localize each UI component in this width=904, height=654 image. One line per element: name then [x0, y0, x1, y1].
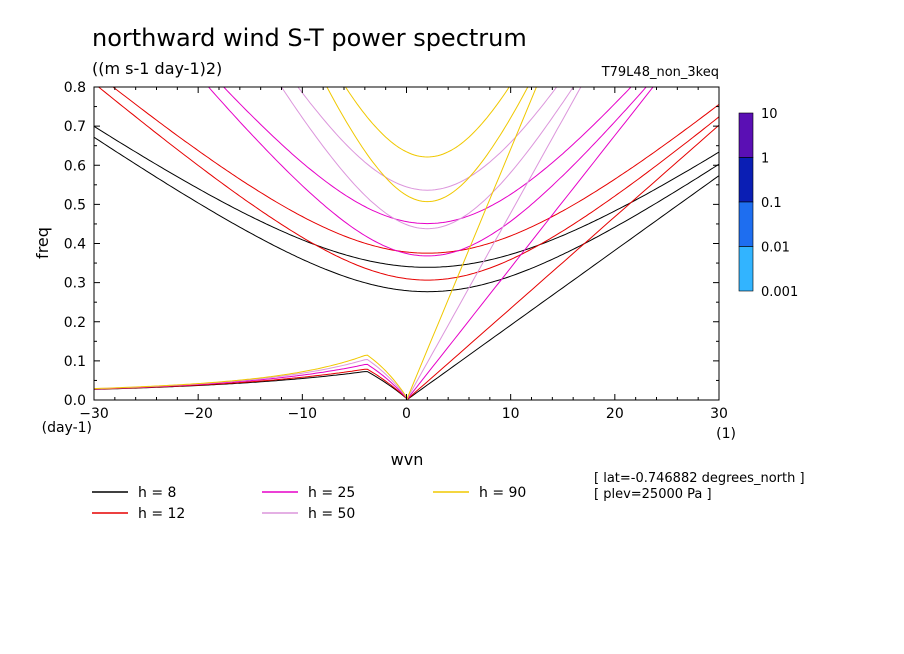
colorbar-swatch — [738, 112, 754, 158]
colorbar-swatch — [738, 246, 754, 292]
dispersion-50-mode-0 — [297, 87, 558, 191]
x-tick-label: 30 — [710, 406, 728, 422]
colorbar-level-label: 0.1 — [761, 196, 782, 211]
chart-units: ((m s-1 day-1)2) — [92, 59, 222, 78]
x-tick-label: 20 — [606, 406, 624, 422]
x-tick-label: −10 — [288, 406, 318, 422]
legend-label-50: h = 50 — [308, 506, 355, 522]
y-tick-label: 0.1 — [64, 354, 86, 370]
y-tick-label: 0.3 — [64, 276, 86, 292]
legend-label-12: h = 12 — [138, 506, 185, 522]
run-label: T79L48_non_3keq — [601, 65, 719, 80]
kelvin-8 — [406, 175, 719, 400]
y-axis-label: freq — [33, 227, 52, 259]
legend: h = 8 h = 12 h = 25 h = 50 h = 90 — [92, 485, 526, 522]
westward-8 — [94, 371, 407, 400]
annotation-plev: [ plev=25000 Pa ] — [594, 487, 712, 502]
y-tick-label: 0.4 — [64, 237, 86, 253]
y-tick-label: 0.2 — [64, 315, 86, 331]
colorbar-swatch — [738, 201, 754, 247]
y-tick-label: 0.8 — [64, 80, 86, 96]
x-tick-label: −20 — [183, 406, 213, 422]
dispersion-curves — [94, 87, 719, 400]
x-axis-label: wvn — [391, 450, 424, 469]
x-tick-label: −30 — [79, 406, 109, 422]
dispersion-25-mode-1 — [207, 87, 647, 257]
colorbar-swatch — [738, 157, 754, 203]
kelvin-50 — [406, 87, 582, 400]
dispersion-12-mode-0 — [112, 87, 719, 254]
legend-label-8: h = 8 — [138, 485, 176, 501]
dispersion-12-mode-1 — [97, 87, 719, 281]
x-tick-label: 0 — [402, 406, 411, 422]
westward-12 — [94, 368, 407, 400]
annotation-lat: [ lat=-0.746882 degrees_north ] — [594, 471, 805, 486]
y-tick-label: 0.6 — [64, 158, 86, 174]
kelvin-12 — [406, 124, 719, 400]
kelvin-25 — [406, 87, 654, 400]
y-tick-label: 0.7 — [64, 119, 86, 135]
colorbar-level-label: 10 — [761, 107, 778, 122]
legend-label-25: h = 25 — [308, 485, 355, 501]
colorbar: 10 1 0.1 0.01 0.001 — [738, 107, 798, 300]
colorbar-level-label: 0.01 — [761, 241, 790, 256]
colorbar-level-label: 1 — [761, 152, 769, 167]
dispersion-90-mode-0 — [344, 87, 510, 158]
colorbar-level-label: 0.001 — [761, 285, 798, 300]
dispersion-25-mode-0 — [223, 87, 632, 225]
axis-ticks: −30 −20 −10 0 10 20 30 0.0 0.1 0.2 0.3 0.4 0.5 0.6 0.7… — [64, 80, 728, 422]
y-tick-label: 0.0 — [64, 393, 86, 409]
dispersion-50-mode-1 — [280, 87, 574, 230]
kelvin-90 — [406, 87, 537, 400]
dispersion-8-mode-1 — [94, 136, 719, 293]
chart-title: northward wind S-T power spectrum — [92, 24, 527, 52]
dispersion-90-mode-1 — [326, 87, 529, 203]
x-unit-label: (1) — [716, 426, 736, 442]
y-unit-label: (day-1) — [42, 420, 92, 436]
x-tick-label: 10 — [502, 406, 520, 422]
y-tick-label: 0.5 — [64, 197, 86, 213]
westward-90 — [94, 354, 407, 400]
legend-label-90: h = 90 — [479, 485, 526, 501]
dispersion-8-mode-0 — [94, 125, 719, 268]
